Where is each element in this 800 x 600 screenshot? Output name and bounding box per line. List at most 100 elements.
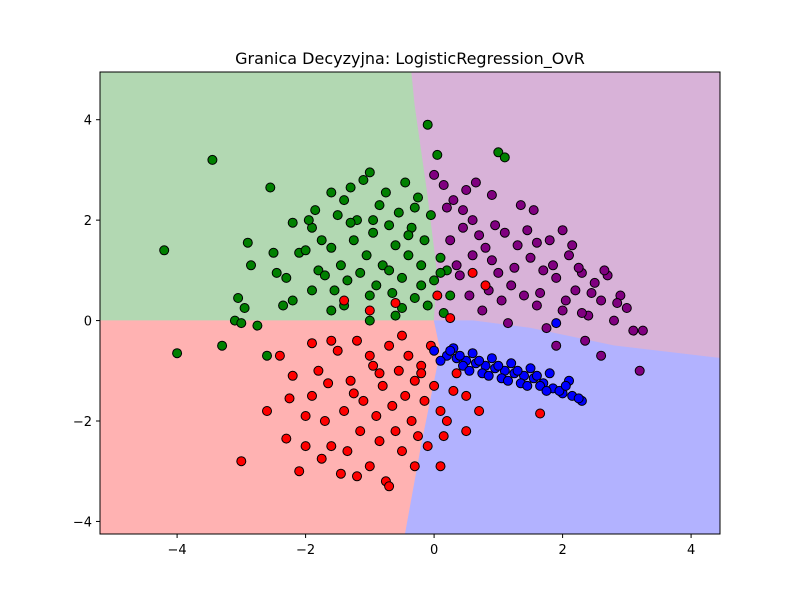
point-series-3-25: [525, 363, 536, 374]
point-series-0-0: [207, 154, 218, 165]
point-series-2-0: [236, 456, 247, 467]
point-series-2-61: [364, 350, 375, 361]
point-series-1-11: [512, 240, 523, 251]
chart-title: Granica Decyzyjna: LogisticRegression_Ov…: [235, 49, 585, 69]
point-series-0-10: [268, 247, 279, 258]
point-series-0-20: [326, 242, 337, 253]
point-series-2-40: [461, 390, 472, 401]
point-series-0-82: [432, 149, 443, 160]
point-series-1-17: [551, 272, 562, 283]
point-series-2-62: [397, 330, 407, 341]
point-series-1-4: [467, 215, 478, 226]
point-series-0-81: [499, 152, 510, 163]
point-series-2-67: [307, 338, 317, 349]
point-series-2-68: [435, 461, 446, 472]
point-series-2-9: [332, 345, 343, 356]
y-tick-label: 2: [84, 214, 92, 229]
point-series-1-32: [470, 177, 481, 188]
y-tick-label: −4: [73, 515, 92, 530]
point-series-1-18: [557, 305, 568, 316]
point-series-0-46: [409, 293, 420, 303]
point-series-2-58: [300, 411, 311, 421]
point-series-2-7: [319, 416, 330, 426]
point-series-1-19: [564, 250, 574, 261]
point-series-2-55: [438, 431, 449, 442]
point-series-2-42: [480, 280, 491, 291]
point-series-0-69: [345, 217, 356, 228]
point-series-2-3: [294, 466, 305, 477]
point-series-2-28: [403, 350, 414, 361]
point-series-2-18: [371, 411, 382, 421]
point-series-2-60: [335, 468, 346, 479]
point-series-0-63: [364, 290, 375, 301]
point-series-2-44: [339, 295, 350, 306]
point-series-2-66: [284, 393, 295, 404]
point-series-3-43: [560, 380, 571, 391]
point-series-2-63: [374, 368, 385, 379]
point-series-1-37: [567, 240, 578, 251]
point-series-3-38: [454, 350, 465, 361]
point-series-2-22: [384, 340, 395, 351]
point-series-0-50: [422, 300, 433, 311]
point-series-2-19: [374, 436, 385, 447]
point-series-0-15: [300, 245, 311, 256]
point-series-0-47: [413, 192, 423, 203]
point-series-2-57: [535, 408, 546, 419]
point-series-0-12: [281, 272, 292, 283]
point-series-2-65: [323, 378, 334, 389]
point-series-0-56: [445, 290, 456, 301]
y-tick-label: 0: [84, 315, 92, 330]
point-series-1-43: [580, 335, 591, 346]
point-series-1-24: [596, 295, 607, 306]
point-series-1-9: [499, 227, 510, 238]
point-series-0-75: [303, 215, 314, 226]
point-series-2-13: [352, 335, 362, 346]
point-series-0-66: [435, 267, 446, 278]
point-series-0-1: [265, 182, 276, 193]
point-series-0-41: [393, 207, 404, 218]
point-series-0-60: [262, 350, 272, 361]
x-tick-label: 2: [558, 543, 566, 558]
x-axis-ticks: −4 −2 0 2 4: [168, 534, 695, 558]
point-series-0-74: [236, 318, 247, 329]
point-series-2-5: [307, 390, 317, 401]
point-series-0-48: [416, 260, 427, 271]
point-series-1-14: [531, 300, 542, 311]
point-series-0-73: [397, 303, 407, 313]
point-series-2-26: [397, 446, 407, 457]
point-series-2-50: [287, 370, 298, 381]
point-series-0-33: [368, 227, 379, 238]
point-series-1-28: [621, 303, 632, 313]
point-series-0-64: [390, 310, 401, 321]
point-series-0-37: [380, 187, 391, 198]
point-series-3-0: [429, 345, 440, 356]
point-series-0-23: [335, 260, 346, 271]
point-series-0-44: [403, 250, 414, 261]
point-series-1-56: [573, 262, 584, 273]
point-series-2-6: [313, 365, 324, 376]
point-series-0-57: [326, 305, 337, 316]
point-series-1-7: [486, 255, 497, 266]
point-series-1-51: [509, 262, 520, 273]
point-series-2-33: [419, 395, 430, 406]
point-series-2-69: [416, 368, 427, 379]
point-series-1-63: [531, 237, 542, 248]
point-series-0-43: [400, 177, 411, 188]
point-series-0-18: [313, 265, 324, 276]
point-series-2-4: [300, 441, 311, 452]
point-series-2-59: [316, 453, 327, 464]
point-series-1-57: [586, 288, 597, 298]
point-series-0-25: [342, 275, 353, 286]
point-series-2-11: [342, 446, 353, 457]
point-series-2-14: [355, 426, 366, 437]
point-series-0-65: [416, 280, 427, 291]
x-tick-label: 4: [687, 543, 695, 558]
data-points: [159, 119, 648, 492]
point-series-3-21: [486, 353, 497, 364]
point-series-0-22: [332, 210, 343, 221]
point-series-0-78: [409, 202, 420, 213]
point-series-0-53: [435, 252, 446, 263]
point-series-0-4: [217, 340, 228, 351]
point-series-1-55: [560, 295, 571, 306]
